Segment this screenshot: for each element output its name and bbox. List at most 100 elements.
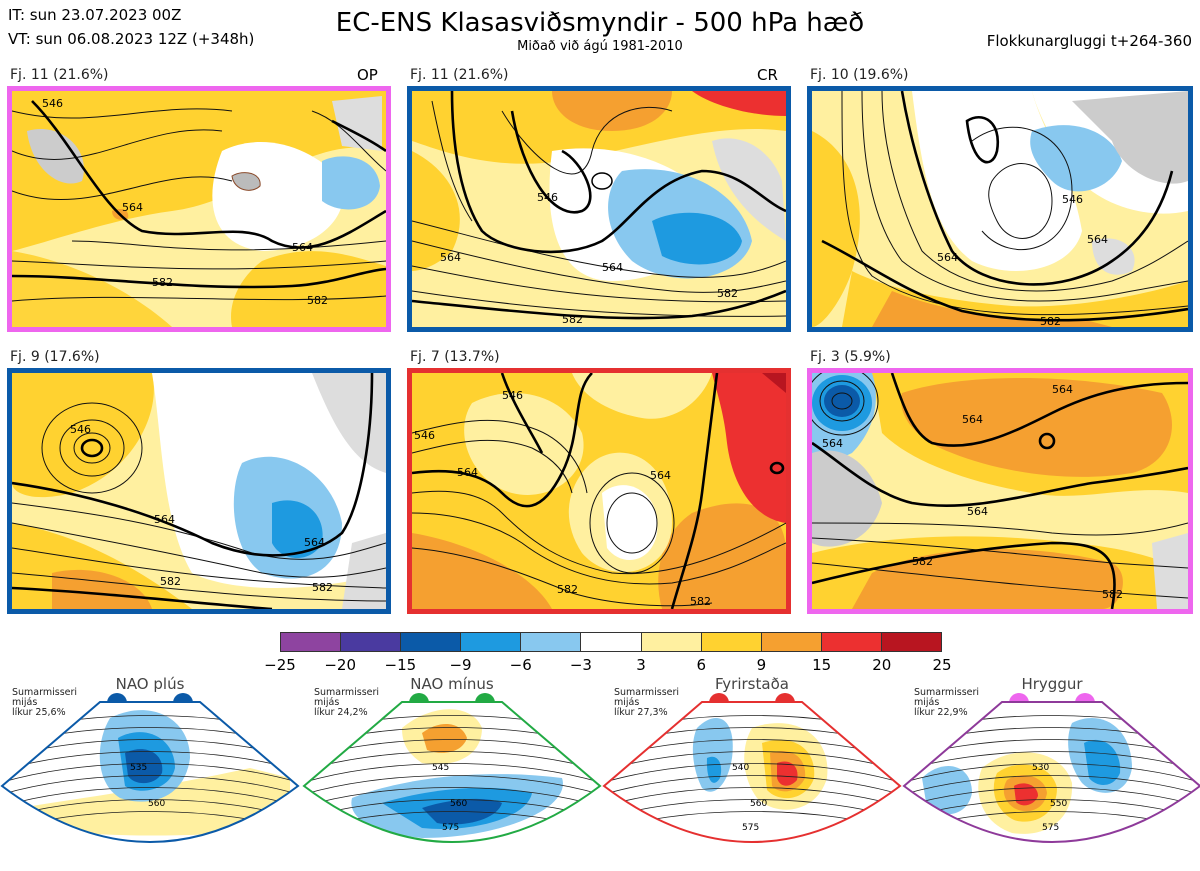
contour-label: 564: [154, 513, 175, 526]
contour-label: 564: [822, 437, 843, 450]
colorbar-tick-label: 9: [756, 656, 767, 674]
anomaly-shading: [1084, 739, 1121, 785]
height-contour: [2, 763, 298, 787]
cluster-map-panel[interactable]: 564 564 564 564 582 582: [807, 368, 1193, 614]
colorbar-cell: [821, 633, 882, 651]
valid-time: VT: sun 06.08.2023 12Z (+348h): [8, 30, 255, 48]
colorbar-cell: [701, 633, 762, 651]
contour-label: 540: [732, 763, 749, 773]
regime-map: 530 550 575: [902, 701, 1200, 866]
regime-name: NAO plús: [115, 675, 185, 693]
cluster-map: 546 546 564 564 582 582: [412, 373, 786, 609]
height-contour: [304, 763, 600, 787]
colorbar-cell: [401, 633, 462, 651]
contour-label: 546: [502, 389, 523, 402]
contour-label: 582: [562, 313, 583, 326]
panel-5-label: Fj. 7 (13.7%): [410, 349, 500, 365]
regime-probability: líkur 24,2%: [314, 707, 368, 718]
contour-label: 582: [307, 294, 328, 307]
colorbar-tick-label: 3: [636, 656, 646, 674]
contour-label: 582: [912, 555, 933, 568]
page-subtitle: Miðað við ágú 1981-2010: [517, 39, 683, 54]
colorbar-tick-label: −25: [264, 656, 296, 674]
cluster-map: 546 564 564 582: [812, 91, 1188, 327]
contour-label: 546: [70, 423, 91, 436]
colorbar-cell: [581, 633, 642, 651]
anomaly-shading: [777, 761, 798, 786]
colorbar-tick-label: −9: [449, 656, 472, 674]
panel-3-label: Fj. 10 (19.6%): [810, 67, 909, 83]
colorbar-tick-label: 20: [872, 656, 892, 674]
contour-label: 582: [312, 581, 333, 594]
regime-map: 540 560 575: [602, 701, 902, 843]
cluster-map-panel[interactable]: 546 546 564 564 582 582: [407, 368, 791, 614]
contour-label: 582: [557, 583, 578, 596]
anomaly-shading: [922, 766, 972, 815]
contour-label: 550: [1050, 799, 1067, 809]
contour-label: 564: [650, 469, 671, 482]
colorbar-cell: [341, 633, 402, 651]
regime-season: Sumarmisseri: [12, 687, 78, 698]
colorbar-tick-label: 25: [932, 656, 952, 674]
contour-label: 564: [1087, 233, 1108, 246]
colorbar-tick-label: −20: [324, 656, 356, 674]
anomaly-shading: [422, 723, 467, 753]
classification-window: Flokkunargluggi t+264-360: [986, 32, 1192, 50]
cluster-map-panel[interactable]: 546 564 564 582: [807, 86, 1193, 332]
anomaly-shading: [125, 749, 163, 784]
anomaly-shading: [692, 718, 733, 792]
contour-label: 546: [1062, 193, 1083, 206]
contour-label: 564: [457, 466, 478, 479]
contour-label: 575: [742, 823, 759, 833]
cluster-map-panel[interactable]: 546 564 564 582 582: [407, 86, 791, 332]
contour-label: 546: [414, 429, 435, 442]
contour-label: 575: [1042, 823, 1059, 833]
regime-name: Hryggur: [1021, 675, 1083, 693]
cluster-map-panel[interactable]: 546 564 564 582 582: [7, 368, 391, 614]
regime-probability: líkur 22,9%: [914, 707, 968, 718]
regime-mean: mijás: [12, 697, 38, 708]
contour-label: 582: [152, 276, 173, 289]
contour-label: 560: [450, 799, 467, 809]
anomaly-shading: [20, 768, 290, 836]
regime-mean: mijás: [614, 697, 640, 708]
contour-label: 582: [160, 575, 181, 588]
contour-label: 560: [148, 799, 165, 809]
anomaly-shading: [1012, 855, 1037, 866]
colorbar-cell: [641, 633, 702, 651]
panel-2-tag: CR: [757, 66, 778, 84]
colorbar-cell: [521, 633, 582, 651]
contour-label: 582: [690, 595, 711, 608]
regime-map: 545 560 575: [302, 701, 602, 843]
colorbar-cell: [281, 633, 342, 651]
regime-season: Sumarmisseri: [914, 687, 980, 698]
contour-label: 545: [432, 763, 449, 773]
height-contour: [2, 775, 298, 799]
contour-label: 582: [1040, 315, 1061, 327]
colorbar-tick-label: −6: [509, 656, 532, 674]
height-contour: [304, 787, 600, 811]
cluster-map: 546 564 564 582 582: [12, 91, 386, 327]
contour-label: 582: [1102, 588, 1123, 601]
contour-label: 564: [304, 536, 325, 549]
colorbar-tick-label: −3: [569, 656, 592, 674]
regime-probability: líkur 25,6%: [12, 707, 66, 718]
contour-label: 564: [602, 261, 623, 274]
contour-label: 546: [537, 191, 558, 204]
contour-label: 535: [130, 763, 147, 773]
regime-mean: mijás: [914, 697, 940, 708]
colorbar-cell: [461, 633, 522, 651]
panel-4-label: Fj. 9 (17.6%): [10, 349, 100, 365]
panel-2-label: Fj. 11 (21.6%): [410, 67, 509, 83]
contour-label: 564: [440, 251, 461, 264]
regime-frame: [302, 701, 602, 843]
contour-label: 564: [122, 201, 143, 214]
height-contour: [604, 787, 900, 811]
colorbar-cell: [761, 633, 822, 651]
contour-label: 575: [442, 823, 459, 833]
cluster-map-panel[interactable]: 546 564 564 582 582: [7, 86, 391, 332]
regime-name: NAO mínus: [410, 675, 494, 693]
contour-label: 564: [967, 505, 988, 518]
regime-name: Fyrirstaða: [715, 675, 789, 693]
contour-label: 582: [717, 287, 738, 300]
